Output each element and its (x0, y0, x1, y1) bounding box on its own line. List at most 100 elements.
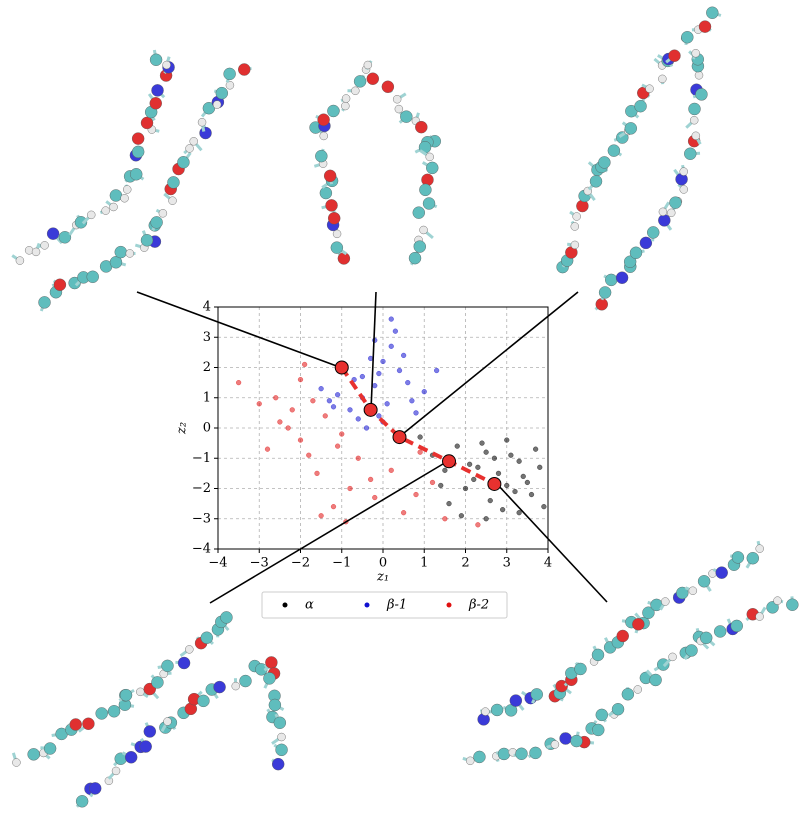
atom (125, 751, 137, 763)
y-tick-label: 0 (203, 421, 211, 436)
legend-label: β-1 (386, 598, 407, 613)
atom (413, 207, 425, 219)
point (500, 507, 505, 512)
path-point (443, 455, 456, 468)
atom (695, 71, 703, 79)
point (331, 404, 336, 409)
atom (169, 197, 177, 205)
point (236, 380, 241, 385)
atom (596, 298, 608, 310)
point (335, 444, 340, 449)
point (389, 344, 394, 349)
x-tick-label: 2 (461, 556, 469, 571)
atom (576, 200, 588, 212)
point (405, 380, 410, 385)
atom (123, 186, 131, 194)
atom (571, 735, 583, 747)
point (298, 377, 303, 382)
point (368, 477, 373, 482)
point (401, 510, 406, 515)
point (393, 329, 398, 334)
point (513, 489, 518, 494)
atom (274, 717, 286, 729)
point (372, 495, 377, 500)
point (319, 386, 324, 391)
atom (596, 709, 608, 721)
atom (320, 187, 332, 199)
point (517, 459, 522, 464)
point (533, 447, 538, 452)
y-tick-label: −4 (192, 542, 211, 557)
atom (200, 127, 212, 139)
atom (167, 176, 179, 188)
atom (151, 676, 163, 688)
atom (510, 695, 522, 707)
point (517, 510, 522, 515)
point (364, 426, 369, 431)
point (389, 317, 394, 322)
atom (44, 743, 56, 755)
point (442, 516, 447, 521)
point (339, 432, 344, 437)
atom (328, 212, 340, 224)
y-tick-label: −1 (192, 451, 211, 466)
atom (635, 100, 647, 112)
atom (382, 81, 394, 93)
path-point (364, 403, 377, 416)
point (389, 468, 394, 473)
atom (12, 759, 20, 767)
atom (473, 751, 485, 763)
atom (367, 73, 379, 85)
atom (121, 194, 129, 202)
point (315, 471, 320, 476)
atom (163, 717, 171, 725)
atom (529, 747, 541, 759)
point (463, 486, 468, 491)
atom (612, 703, 624, 715)
atom (617, 630, 629, 642)
point (290, 407, 295, 412)
atom (466, 757, 474, 765)
atom (689, 587, 697, 595)
atom (278, 733, 286, 741)
atom (756, 613, 764, 621)
point (521, 474, 526, 479)
atom (647, 226, 659, 238)
point (447, 501, 452, 506)
point (471, 477, 476, 482)
point (335, 392, 340, 397)
atom (622, 688, 634, 700)
point (376, 371, 381, 376)
atom (214, 681, 226, 693)
x-tick-label: −1 (332, 556, 351, 571)
point (257, 401, 262, 406)
atom (190, 137, 198, 145)
atom (667, 209, 675, 217)
atom (198, 118, 206, 126)
x-tick-label: −2 (291, 556, 310, 571)
atom (686, 644, 698, 656)
point (306, 453, 311, 458)
atom (689, 103, 701, 115)
point (529, 492, 534, 497)
atom (560, 732, 572, 744)
atom (96, 707, 108, 719)
atom (141, 234, 153, 246)
point (504, 438, 509, 443)
atom (409, 252, 421, 264)
legend-marker (365, 603, 370, 608)
atom (54, 279, 66, 291)
point (331, 504, 336, 509)
atom (108, 705, 120, 717)
atom (341, 102, 349, 110)
point (348, 486, 353, 491)
atom (756, 545, 764, 553)
atom (716, 567, 728, 579)
atom (152, 84, 164, 96)
point (541, 504, 546, 509)
atom (265, 656, 277, 668)
atom (680, 185, 688, 193)
atom (150, 97, 162, 109)
atom (592, 724, 604, 736)
